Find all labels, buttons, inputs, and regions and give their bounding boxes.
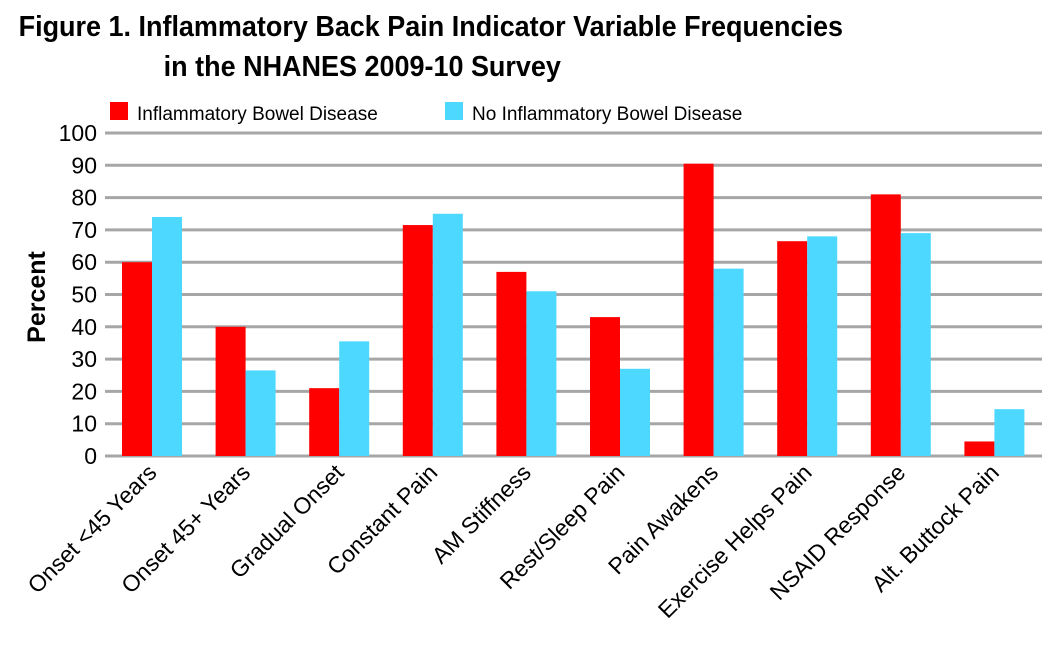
bar-ibd [870, 194, 901, 456]
bar-no-ibd [339, 341, 370, 456]
legend-swatch [110, 102, 128, 120]
y-tick-label: 90 [71, 152, 97, 178]
chart-title-line-2: in the NHANES 2009-10 Survey [163, 51, 561, 83]
bar-ibd [309, 388, 340, 456]
legend-label: Inflammatory Bowel Disease [137, 104, 378, 125]
bar-no-ibd [900, 233, 931, 456]
bar-no-ibd [994, 409, 1025, 456]
y-tick-label: 20 [71, 378, 97, 404]
bar-ibd [402, 225, 433, 456]
legend: Inflammatory Bowel Disease No Inflammator… [110, 102, 742, 125]
bar-no-ibd [713, 268, 744, 456]
bar-ibd [777, 241, 808, 456]
legend-swatch [445, 102, 463, 120]
bar-no-ibd [152, 216, 182, 456]
bar-ibd [215, 326, 246, 456]
y-tick-label: 50 [71, 282, 97, 308]
bar-no-ibd [432, 213, 463, 456]
chart-title-line-1: Figure 1. Inflammatory Back Pain Indicat… [18, 11, 843, 43]
y-tick-label: 10 [71, 411, 97, 437]
bar-no-ibd [526, 291, 557, 456]
bar-ibd [496, 271, 527, 456]
bar-no-ibd [620, 368, 650, 456]
y-tick-label: 70 [71, 217, 97, 243]
bar-ibd [122, 262, 152, 456]
bar-ibd [683, 163, 714, 456]
y-axis-label: Percent [23, 250, 51, 342]
bar-ibd [964, 441, 995, 456]
x-tick-label: Exercise Helps Pain [653, 459, 817, 623]
y-axis-ticks: 0 10 20 30 40 50 60 70 80 90 100 [59, 120, 97, 469]
y-tick-label: 80 [71, 185, 97, 211]
bar-ibd [590, 317, 620, 456]
y-tick-label: 30 [71, 346, 97, 372]
y-tick-label: 40 [71, 314, 97, 340]
y-tick-label: 100 [59, 120, 97, 146]
bar-no-ibd [807, 236, 838, 456]
legend-label: No Inflammatory Bowel Disease [472, 104, 742, 125]
y-tick-label: 60 [71, 249, 97, 275]
bar-no-ibd [245, 370, 276, 456]
bars [122, 163, 1025, 456]
y-tick-label: 0 [84, 443, 97, 469]
